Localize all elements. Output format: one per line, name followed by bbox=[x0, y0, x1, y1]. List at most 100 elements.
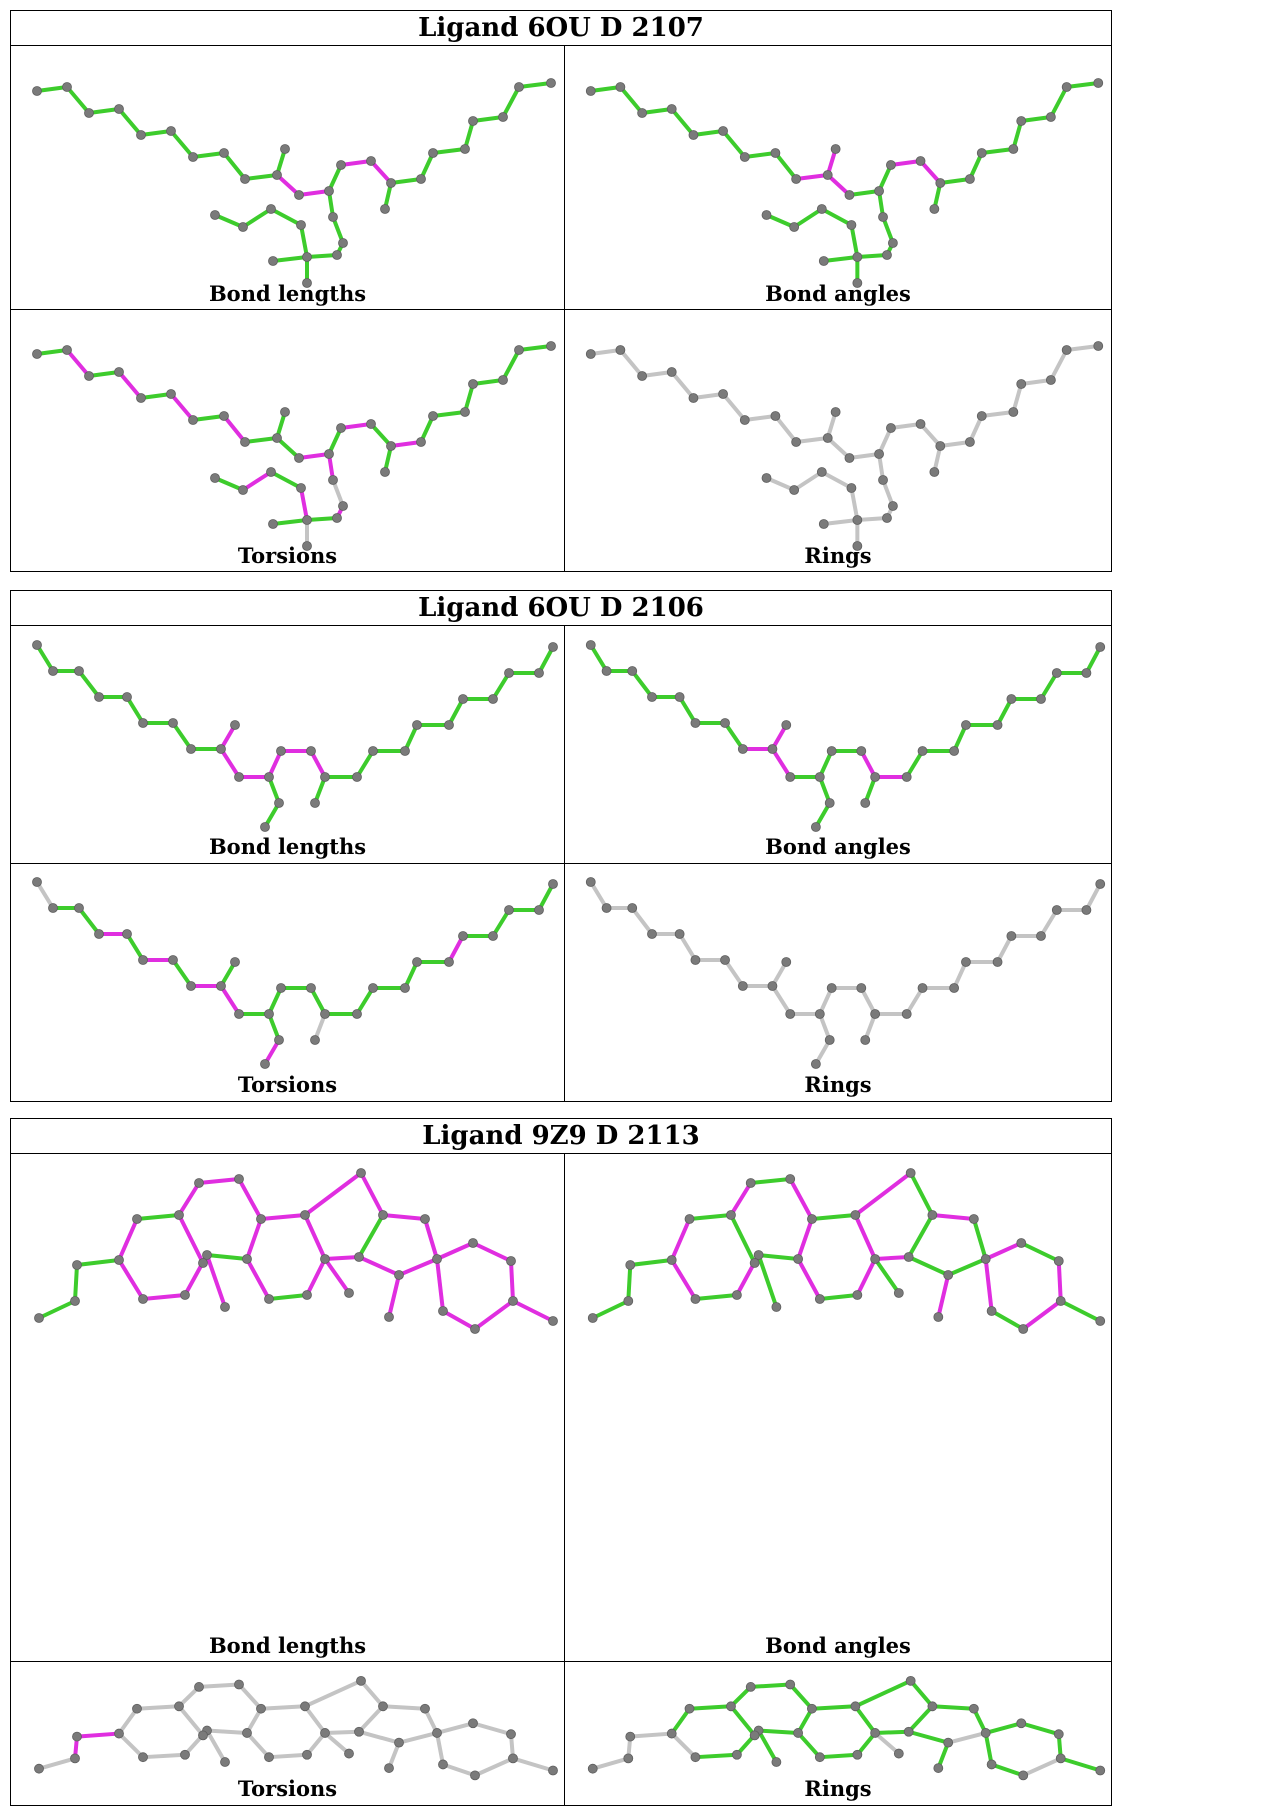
atom bbox=[753, 1250, 764, 1260]
atom bbox=[114, 1728, 124, 1739]
bond bbox=[908, 1171, 935, 1217]
atom bbox=[336, 160, 346, 170]
atom bbox=[822, 433, 833, 443]
atom bbox=[468, 1238, 478, 1248]
bond bbox=[904, 986, 925, 1016]
atom bbox=[585, 349, 596, 359]
atom bbox=[585, 640, 596, 650]
bond bbox=[1056, 1259, 1063, 1303]
atom bbox=[84, 108, 94, 118]
atom bbox=[822, 170, 833, 180]
atom bbox=[826, 983, 837, 993]
bond bbox=[177, 1181, 201, 1217]
atom bbox=[210, 210, 220, 220]
atom bbox=[878, 475, 888, 485]
bond bbox=[381, 1704, 427, 1711]
atom bbox=[690, 1752, 701, 1763]
atom bbox=[428, 148, 438, 158]
atom bbox=[138, 718, 148, 728]
bond bbox=[847, 189, 882, 197]
bond bbox=[369, 159, 393, 185]
atom bbox=[816, 467, 827, 477]
panel-divider-vertical bbox=[564, 46, 565, 571]
atom bbox=[1045, 112, 1056, 122]
bond bbox=[918, 159, 943, 185]
atom bbox=[856, 983, 867, 993]
atom bbox=[1095, 642, 1106, 652]
atom bbox=[444, 957, 454, 967]
bond bbox=[65, 348, 91, 378]
atom bbox=[830, 407, 841, 417]
atom bbox=[781, 720, 792, 730]
bond bbox=[888, 159, 923, 167]
bond bbox=[435, 1241, 475, 1261]
atom bbox=[844, 190, 855, 200]
atom bbox=[785, 1009, 796, 1019]
atom bbox=[166, 389, 176, 399]
atom bbox=[274, 798, 284, 808]
atom bbox=[276, 746, 286, 756]
bond bbox=[847, 452, 882, 460]
atom bbox=[1055, 1296, 1066, 1306]
atom bbox=[48, 903, 58, 913]
bond bbox=[359, 1171, 385, 1217]
atom bbox=[1016, 1718, 1027, 1729]
atom bbox=[194, 1682, 204, 1692]
bond bbox=[441, 1309, 477, 1331]
atom bbox=[420, 1214, 430, 1224]
atom bbox=[666, 367, 677, 377]
ligand-title: Ligand 6OU D 2107 bbox=[11, 11, 1111, 46]
atom bbox=[737, 981, 748, 991]
ligand-title: Ligand 9Z9 D 2113 bbox=[11, 1119, 1111, 1154]
bond bbox=[309, 986, 327, 1016]
bond bbox=[906, 1704, 935, 1734]
panel-bond-angles: Bond angles bbox=[565, 627, 1111, 863]
atom bbox=[266, 467, 276, 477]
bond bbox=[1039, 671, 1059, 701]
atom bbox=[1016, 116, 1027, 126]
atom bbox=[138, 1294, 148, 1304]
atom bbox=[965, 174, 975, 184]
atom bbox=[198, 1730, 208, 1741]
atom bbox=[504, 905, 514, 915]
atom bbox=[852, 541, 863, 551]
atom bbox=[460, 407, 470, 417]
atom bbox=[400, 746, 410, 756]
panel-label: Torsions bbox=[237, 1072, 338, 1097]
bond bbox=[75, 1731, 121, 1739]
bond bbox=[501, 85, 521, 119]
bond bbox=[241, 207, 273, 229]
atom bbox=[240, 437, 250, 447]
bond bbox=[588, 348, 623, 356]
bond bbox=[855, 1257, 878, 1297]
bond bbox=[357, 1729, 401, 1745]
bond bbox=[511, 1299, 555, 1323]
atom bbox=[328, 475, 338, 485]
bond bbox=[1064, 81, 1101, 89]
atom bbox=[666, 1255, 677, 1265]
atom bbox=[306, 746, 316, 756]
atom bbox=[220, 1302, 230, 1312]
atom bbox=[302, 278, 312, 288]
atom bbox=[627, 666, 638, 676]
atom bbox=[198, 1258, 208, 1268]
bond bbox=[792, 470, 824, 492]
atom bbox=[824, 1035, 835, 1045]
atom bbox=[548, 1316, 558, 1326]
atom bbox=[771, 1757, 782, 1767]
atom bbox=[368, 983, 378, 993]
atom bbox=[180, 1290, 190, 1300]
atom bbox=[647, 692, 657, 702]
atom bbox=[458, 694, 468, 704]
atom bbox=[1081, 668, 1092, 678]
atom bbox=[94, 929, 104, 939]
bond bbox=[441, 1762, 477, 1778]
bond bbox=[588, 643, 609, 673]
panel-label: Bond angles bbox=[765, 834, 911, 859]
atom bbox=[1053, 1729, 1064, 1740]
bond bbox=[853, 1704, 878, 1735]
bond bbox=[796, 1257, 822, 1301]
bond bbox=[323, 1257, 351, 1295]
atom bbox=[294, 453, 304, 463]
atom bbox=[34, 1763, 44, 1774]
